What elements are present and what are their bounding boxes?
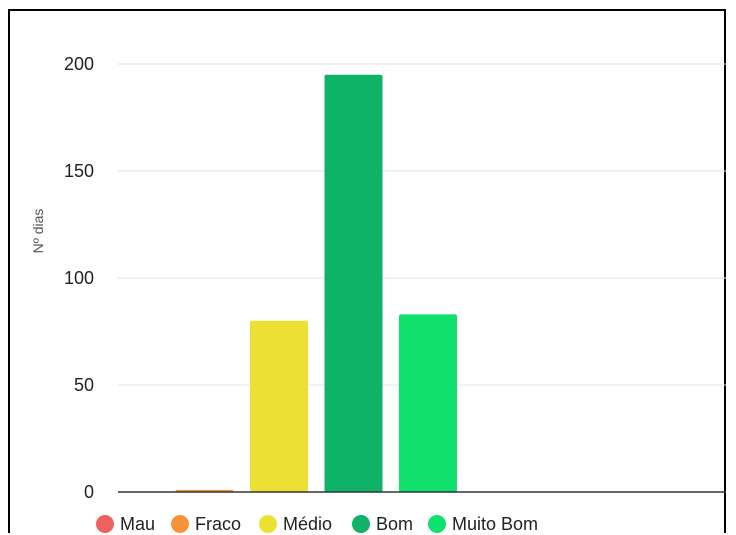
legend-marker	[171, 515, 189, 533]
bar-muito-bom	[399, 314, 457, 492]
legend-marker	[428, 515, 446, 533]
legend-label: Mau	[120, 514, 155, 534]
legend-label: Médio	[283, 514, 332, 534]
legend-label: Muito Bom	[452, 514, 538, 534]
y-tick-label: 200	[64, 54, 94, 74]
bar-bom	[324, 74, 383, 492]
y-tick-label: 50	[74, 375, 94, 395]
bars	[175, 74, 457, 492]
y-tick-label: 0	[84, 482, 94, 502]
legend-label: Fraco	[195, 514, 241, 534]
bar-medio	[250, 320, 308, 492]
legend-marker	[352, 515, 370, 533]
legend-label: Bom	[376, 514, 413, 534]
legend: Mau Fraco Médio Bom Muito Bom	[96, 514, 538, 534]
legend-marker	[96, 515, 114, 533]
y-tick-label: 150	[64, 161, 94, 181]
y-axis-ticks: 0 50 100 150 200	[64, 54, 94, 502]
y-tick-label: 100	[64, 268, 94, 288]
y-axis-title: Nº dias	[30, 209, 46, 254]
legend-marker	[259, 515, 277, 533]
